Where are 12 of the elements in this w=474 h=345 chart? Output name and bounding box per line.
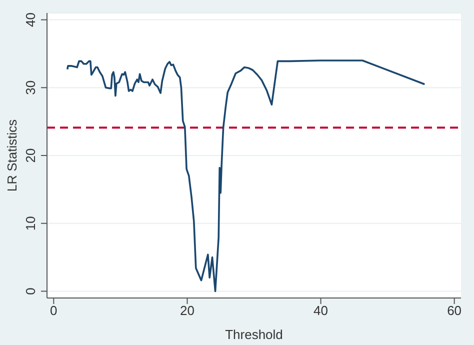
x-tick-label: 0 [50,303,58,318]
y-tick-label: 40 [23,12,38,28]
y-axis-title: LR Statistics [4,118,20,192]
y-tick-label: 20 [23,148,38,163]
x-tick-label: 20 [180,303,194,318]
x-axis-title: Threshold [225,327,283,342]
line-series [66,60,426,292]
x-tick-label: 40 [314,303,328,318]
x-tick-label: 60 [447,303,462,318]
y-tick-label: 10 [23,216,38,231]
y-tick-label: 0 [23,288,38,295]
y-tick-label: 30 [23,80,38,95]
